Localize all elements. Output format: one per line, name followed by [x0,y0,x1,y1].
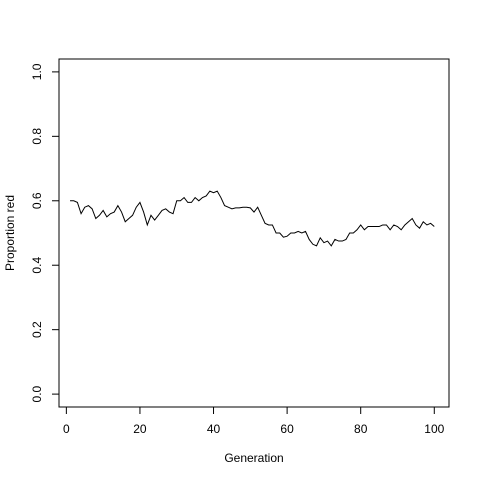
plot-box [58,58,450,408]
x-tick-label: 0 [63,422,70,436]
x-tick-label: 100 [424,422,444,436]
x-tick-label: 40 [207,422,221,436]
y-axis-label: Proportion red [3,195,17,271]
x-axis: 0 20 40 60 80 100 [63,406,445,436]
x-axis-label: Generation [224,451,283,465]
y-axis: 0.0 0.2 0.4 0.6 0.8 1.0 [30,63,60,402]
y-tick-label: 0.2 [30,321,44,338]
y-tick-label: 1.0 [30,63,44,80]
x-tick-label: 80 [354,422,368,436]
y-tick-label: 0.0 [30,385,44,402]
series-line [70,190,435,247]
y-tick-label: 0.6 [30,192,44,209]
y-tick-label: 0.4 [30,257,44,274]
x-tick-label: 20 [133,422,147,436]
x-tick-label: 60 [280,422,294,436]
y-tick-label: 0.8 [30,128,44,145]
